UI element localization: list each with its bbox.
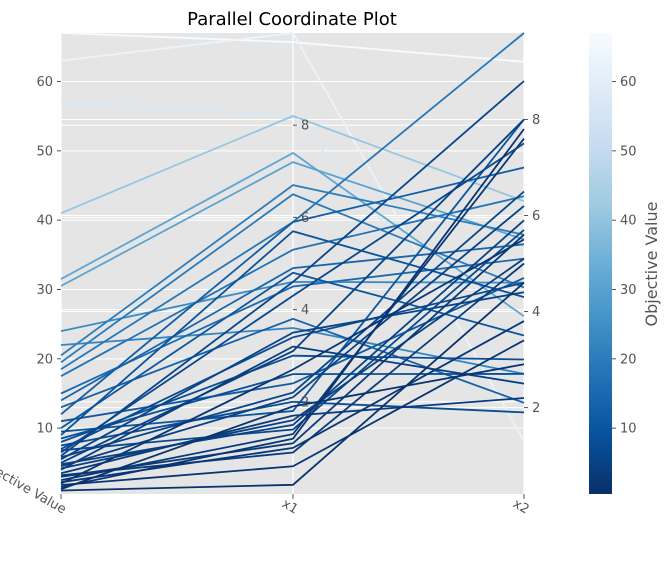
series-line — [60, 115, 525, 215]
series-line — [60, 257, 525, 395]
tick-label: 2 — [532, 401, 540, 416]
series-line — [60, 243, 525, 402]
colorbar: 10 20 30 40 50 60 — [589, 33, 637, 494]
colorbar-label: Objective Value — [642, 202, 661, 327]
series-lines — [60, 32, 525, 492]
series-line — [60, 281, 525, 450]
colorbar-gradient — [589, 33, 612, 494]
tick-label: 8 — [301, 119, 309, 134]
colorbar-tick-label: 30 — [620, 283, 637, 298]
series-line — [60, 193, 525, 364]
axis-name-1: x1 — [279, 496, 300, 517]
series-line — [60, 257, 525, 470]
tick-label: 4 — [301, 303, 309, 318]
series-line — [60, 397, 525, 475]
series-line — [60, 128, 525, 488]
series-line — [60, 262, 525, 477]
series-line — [60, 238, 525, 485]
tick-label: 10 — [36, 422, 53, 437]
series-line — [60, 363, 525, 490]
series-line — [60, 230, 525, 436]
colorbar-tick-label: 40 — [620, 214, 637, 229]
series-line — [60, 32, 525, 63]
series-line — [60, 219, 525, 466]
series-line — [60, 166, 525, 415]
series-line — [60, 80, 525, 457]
colorbar-tick-label: 20 — [620, 352, 637, 367]
series-line — [60, 118, 525, 464]
series-line — [60, 271, 525, 429]
series-line — [60, 205, 525, 468]
tick-label: 50 — [36, 144, 53, 159]
series-line — [60, 339, 525, 486]
series-line — [60, 190, 525, 459]
series-line — [60, 354, 525, 443]
series-line — [60, 195, 525, 377]
colorbar-tick-label: 60 — [620, 75, 637, 90]
series-line — [60, 184, 525, 357]
tick-label: 20 — [36, 352, 53, 367]
tick-label: 30 — [36, 283, 53, 298]
tick-label: 2 — [301, 395, 309, 410]
tick-label: 40 — [36, 214, 53, 229]
series-line — [60, 345, 525, 471]
tick-labels: 10 20 30 40 50 60 2 4 6 8 2 4 6 8 — [36, 75, 540, 499]
series-line — [60, 291, 525, 461]
series-line — [60, 142, 525, 454]
axis-name-2: x2 — [510, 496, 531, 517]
tick-label: 60 — [36, 75, 53, 90]
tick-label: 6 — [532, 209, 540, 224]
axis-name-0: Objective Value — [0, 454, 69, 518]
series-line — [60, 138, 525, 481]
series-line — [60, 151, 525, 318]
colorbar-tick-label: 50 — [620, 144, 637, 159]
tick-label: 4 — [532, 305, 540, 320]
series-line — [60, 282, 525, 492]
tick-label: 8 — [532, 113, 540, 128]
colorbar-tick-label: 10 — [620, 422, 637, 437]
tick-label: 6 — [301, 211, 309, 226]
chart-title: Parallel Coordinate Plot — [187, 9, 397, 30]
